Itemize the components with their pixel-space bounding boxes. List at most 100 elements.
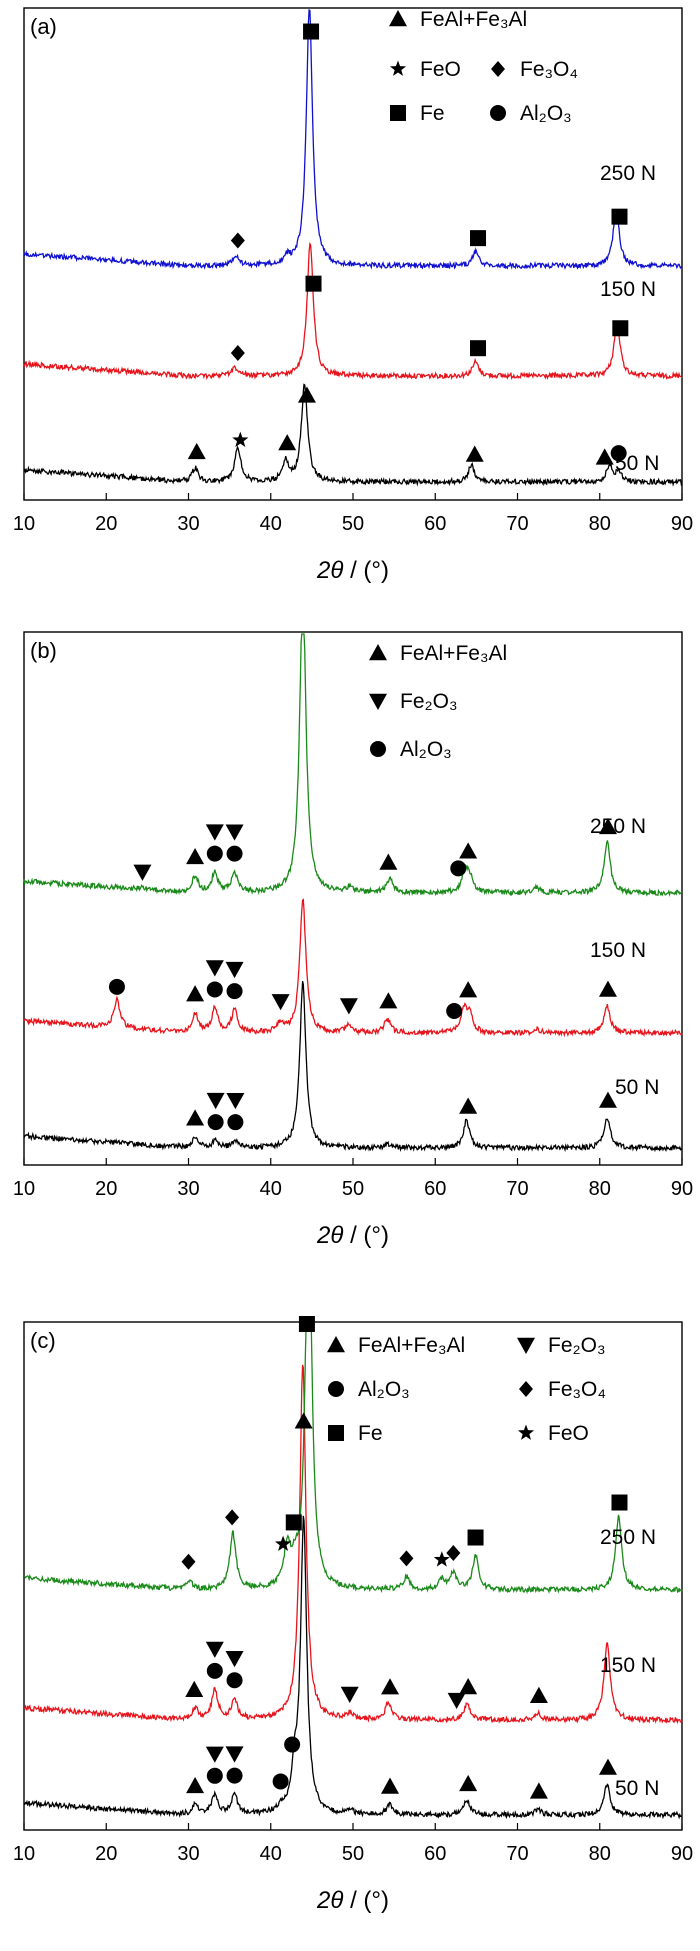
triangle-down-marker: [447, 1692, 466, 1710]
circle-marker: [226, 983, 243, 1000]
x-tick-label: 70: [506, 1843, 528, 1865]
legend-label: FeAl+Fe₃Al: [400, 642, 507, 665]
series-label: 150 N: [590, 939, 646, 962]
square-marker: [298, 1316, 315, 1332]
triangle-marker: [185, 1680, 204, 1698]
xrd-curve: [23, 1515, 683, 1820]
triangle-marker: [598, 817, 617, 835]
triangle-down-marker: [340, 1686, 359, 1703]
circle-marker: [610, 445, 627, 462]
legend-label: Al₂O₃: [520, 102, 572, 125]
square-marker: [303, 23, 320, 40]
triangle-marker: [379, 853, 398, 870]
triangle-marker: [186, 1776, 205, 1794]
x-tick-label: 30: [177, 1178, 199, 1200]
x-tick-label: 20: [95, 513, 117, 535]
x-tick-label: 80: [589, 513, 611, 535]
plot-frame: [23, 631, 683, 1166]
x-tick-label: 70: [506, 513, 528, 535]
square-marker: [470, 230, 487, 247]
triangle-marker: [297, 386, 316, 403]
x-tick-label: 40: [260, 513, 282, 535]
legend-label: FeO: [420, 58, 461, 81]
xrd-curve: [23, 1323, 683, 1594]
x-tick-label: 90: [671, 1178, 693, 1200]
xrd-curve: [23, 8, 683, 270]
x-axis-title: 2θ / (°): [316, 1887, 389, 1914]
circle-marker: [206, 845, 223, 862]
legend-label: Fe: [358, 1422, 383, 1445]
x-tick-label: 90: [671, 1843, 693, 1865]
xrd-curve: [23, 898, 683, 1038]
circle-marker: [450, 860, 467, 877]
x-tick-label: 60: [424, 1178, 446, 1200]
triangle-down-marker: [206, 1092, 225, 1110]
plot-frame: [23, 7, 683, 501]
triangle-marker: [598, 980, 617, 997]
legend-label: Fe₂O₃: [400, 690, 458, 713]
circle-marker: [328, 1381, 344, 1397]
circle-marker: [370, 741, 386, 757]
square-marker: [285, 1514, 302, 1531]
circle-marker: [226, 1672, 243, 1689]
square-marker: [328, 1425, 344, 1441]
triangle-marker: [381, 1678, 400, 1695]
triangle-down-marker: [133, 864, 152, 881]
square-marker: [305, 275, 322, 292]
square-marker: [611, 1494, 628, 1511]
square-marker: [611, 208, 628, 225]
triangle-marker: [459, 842, 478, 859]
x-axis-title: 2θ / (°): [316, 557, 389, 584]
circle-marker: [490, 105, 506, 121]
triangle-down-marker: [205, 960, 224, 977]
triangle-marker: [529, 1782, 548, 1799]
legend-label: FeAl+Fe₃Al: [420, 8, 527, 31]
circle-marker: [284, 1736, 301, 1753]
triangle-marker: [389, 10, 407, 27]
circle-marker: [226, 1767, 243, 1784]
series-label: 250 N: [600, 1526, 656, 1549]
triangle-marker: [459, 1097, 478, 1114]
triangle-marker: [459, 1678, 478, 1695]
series-label: 150 N: [600, 278, 656, 301]
star-marker: [232, 431, 249, 448]
xrd-curve: [23, 980, 683, 1153]
x-tick-label: 80: [589, 1843, 611, 1865]
triangle-down-marker: [205, 824, 224, 841]
x-tick-label: 50: [342, 1178, 364, 1200]
series-label: 250 N: [600, 162, 656, 185]
triangle-marker: [459, 1774, 478, 1792]
square-marker: [470, 340, 487, 357]
legend-label: Fe₂O₃: [548, 1334, 606, 1357]
series-label: 50 N: [615, 452, 659, 475]
diamond-marker: [230, 344, 245, 361]
triangle-marker: [327, 1336, 345, 1353]
legend-label: FeO: [548, 1422, 589, 1445]
x-tick-label: 30: [177, 513, 199, 535]
series-label: 150 N: [600, 1654, 656, 1677]
triangle-down-marker: [205, 1746, 224, 1763]
x-tick-label: 10: [13, 1843, 35, 1865]
square-marker: [612, 320, 629, 337]
triangle-down-marker: [369, 693, 387, 710]
circle-marker: [108, 978, 125, 995]
x-tick-label: 10: [13, 513, 35, 535]
series-label: 250 N: [590, 815, 646, 838]
triangle-down-marker: [205, 1641, 224, 1658]
diamond-marker: [446, 1544, 461, 1561]
x-tick-label: 80: [589, 1178, 611, 1200]
x-tick-label: 70: [506, 1178, 528, 1200]
triangle-marker: [278, 434, 297, 451]
triangle-marker: [598, 1758, 617, 1775]
xrd-curve: [23, 383, 683, 487]
triangle-down-marker: [517, 1337, 535, 1354]
legend-label: Fe₃O₄: [520, 58, 578, 81]
legend-label: Fe: [420, 102, 445, 125]
triangle-down-marker: [226, 1092, 245, 1110]
x-tick-label: 50: [342, 513, 364, 535]
triangle-marker: [379, 992, 398, 1009]
star-marker: [433, 1551, 450, 1567]
triangle-down-marker: [225, 1651, 244, 1668]
legend-label: FeAl+Fe₃Al: [358, 1334, 465, 1357]
x-tick-label: 90: [671, 513, 693, 535]
